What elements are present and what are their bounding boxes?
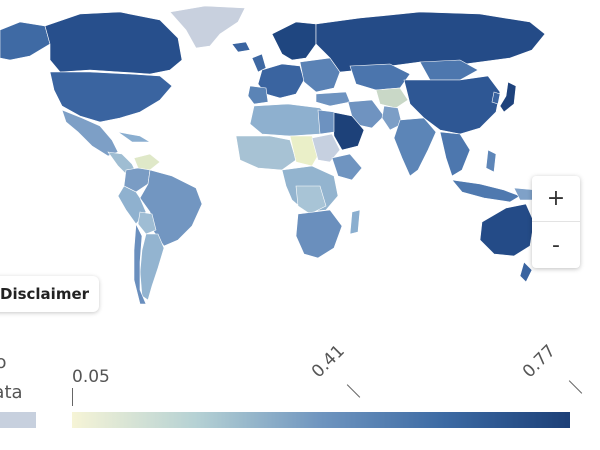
legend-color-scale: [72, 412, 570, 428]
legend-tick-mark-mid: [346, 384, 361, 398]
legend-tick-mid: 0.41: [307, 341, 349, 382]
country-canada[interactable]: [44, 11, 183, 75]
disclaimer-button[interactable]: Disclaimer: [0, 276, 100, 312]
no-data-label: No data: [0, 352, 23, 403]
country-greenland[interactable]: [169, 5, 246, 49]
legend-tick-min: 0.05: [72, 367, 110, 387]
zoom-in-button[interactable]: +: [532, 176, 580, 222]
country-india[interactable]: [393, 117, 437, 177]
country-kazakhstan[interactable]: [349, 63, 411, 91]
country-australia[interactable]: [479, 203, 535, 257]
country-saudi-arabia[interactable]: [331, 111, 365, 151]
country-usa[interactable]: [49, 71, 173, 123]
country-madagascar[interactable]: [349, 209, 361, 235]
country-new-zealand[interactable]: [519, 261, 533, 283]
country-alaska[interactable]: [0, 21, 51, 61]
country-bolivia[interactable]: [137, 211, 157, 235]
country-uk[interactable]: [251, 53, 267, 73]
country-iceland[interactable]: [231, 41, 251, 53]
zoom-controls: + -: [532, 176, 580, 268]
legend-tick-max: 0.77: [518, 341, 560, 382]
country-spain[interactable]: [247, 85, 269, 105]
world-map[interactable]: + - Disclaimer: [0, 0, 600, 318]
country-ethiopia[interactable]: [331, 153, 363, 181]
color-legend: No data 0.05 0.41 0.77: [0, 330, 600, 450]
country-japan[interactable]: [499, 81, 517, 113]
legend-tick-mark-max: [568, 380, 583, 394]
country-drc[interactable]: [295, 185, 327, 215]
country-venezuela[interactable]: [133, 153, 161, 171]
region-central-asia[interactable]: [375, 87, 409, 109]
region-scandinavia[interactable]: [271, 21, 317, 61]
region-southeast-asia[interactable]: [439, 131, 471, 177]
country-philippines[interactable]: [485, 149, 497, 173]
country-cuba[interactable]: [117, 131, 152, 143]
zoom-out-button[interactable]: -: [532, 222, 580, 268]
no-data-swatch: [0, 412, 36, 428]
country-chile[interactable]: [133, 222, 147, 305]
legend-tick-mark-min: [72, 388, 73, 406]
region-west-africa[interactable]: [235, 135, 297, 171]
country-china[interactable]: [403, 75, 501, 135]
country-egypt[interactable]: [317, 109, 335, 135]
country-turkey[interactable]: [315, 91, 351, 107]
country-pakistan[interactable]: [381, 105, 403, 131]
country-russia[interactable]: [315, 11, 546, 73]
country-argentina[interactable]: [139, 233, 165, 301]
country-mongolia[interactable]: [419, 59, 479, 81]
region-sahel[interactable]: [289, 135, 321, 167]
region-southern-africa[interactable]: [295, 209, 343, 259]
world-map-svg[interactable]: [0, 0, 600, 318]
country-korea[interactable]: [491, 91, 501, 105]
country-sudan[interactable]: [311, 133, 341, 163]
country-indonesia[interactable]: [451, 179, 521, 203]
